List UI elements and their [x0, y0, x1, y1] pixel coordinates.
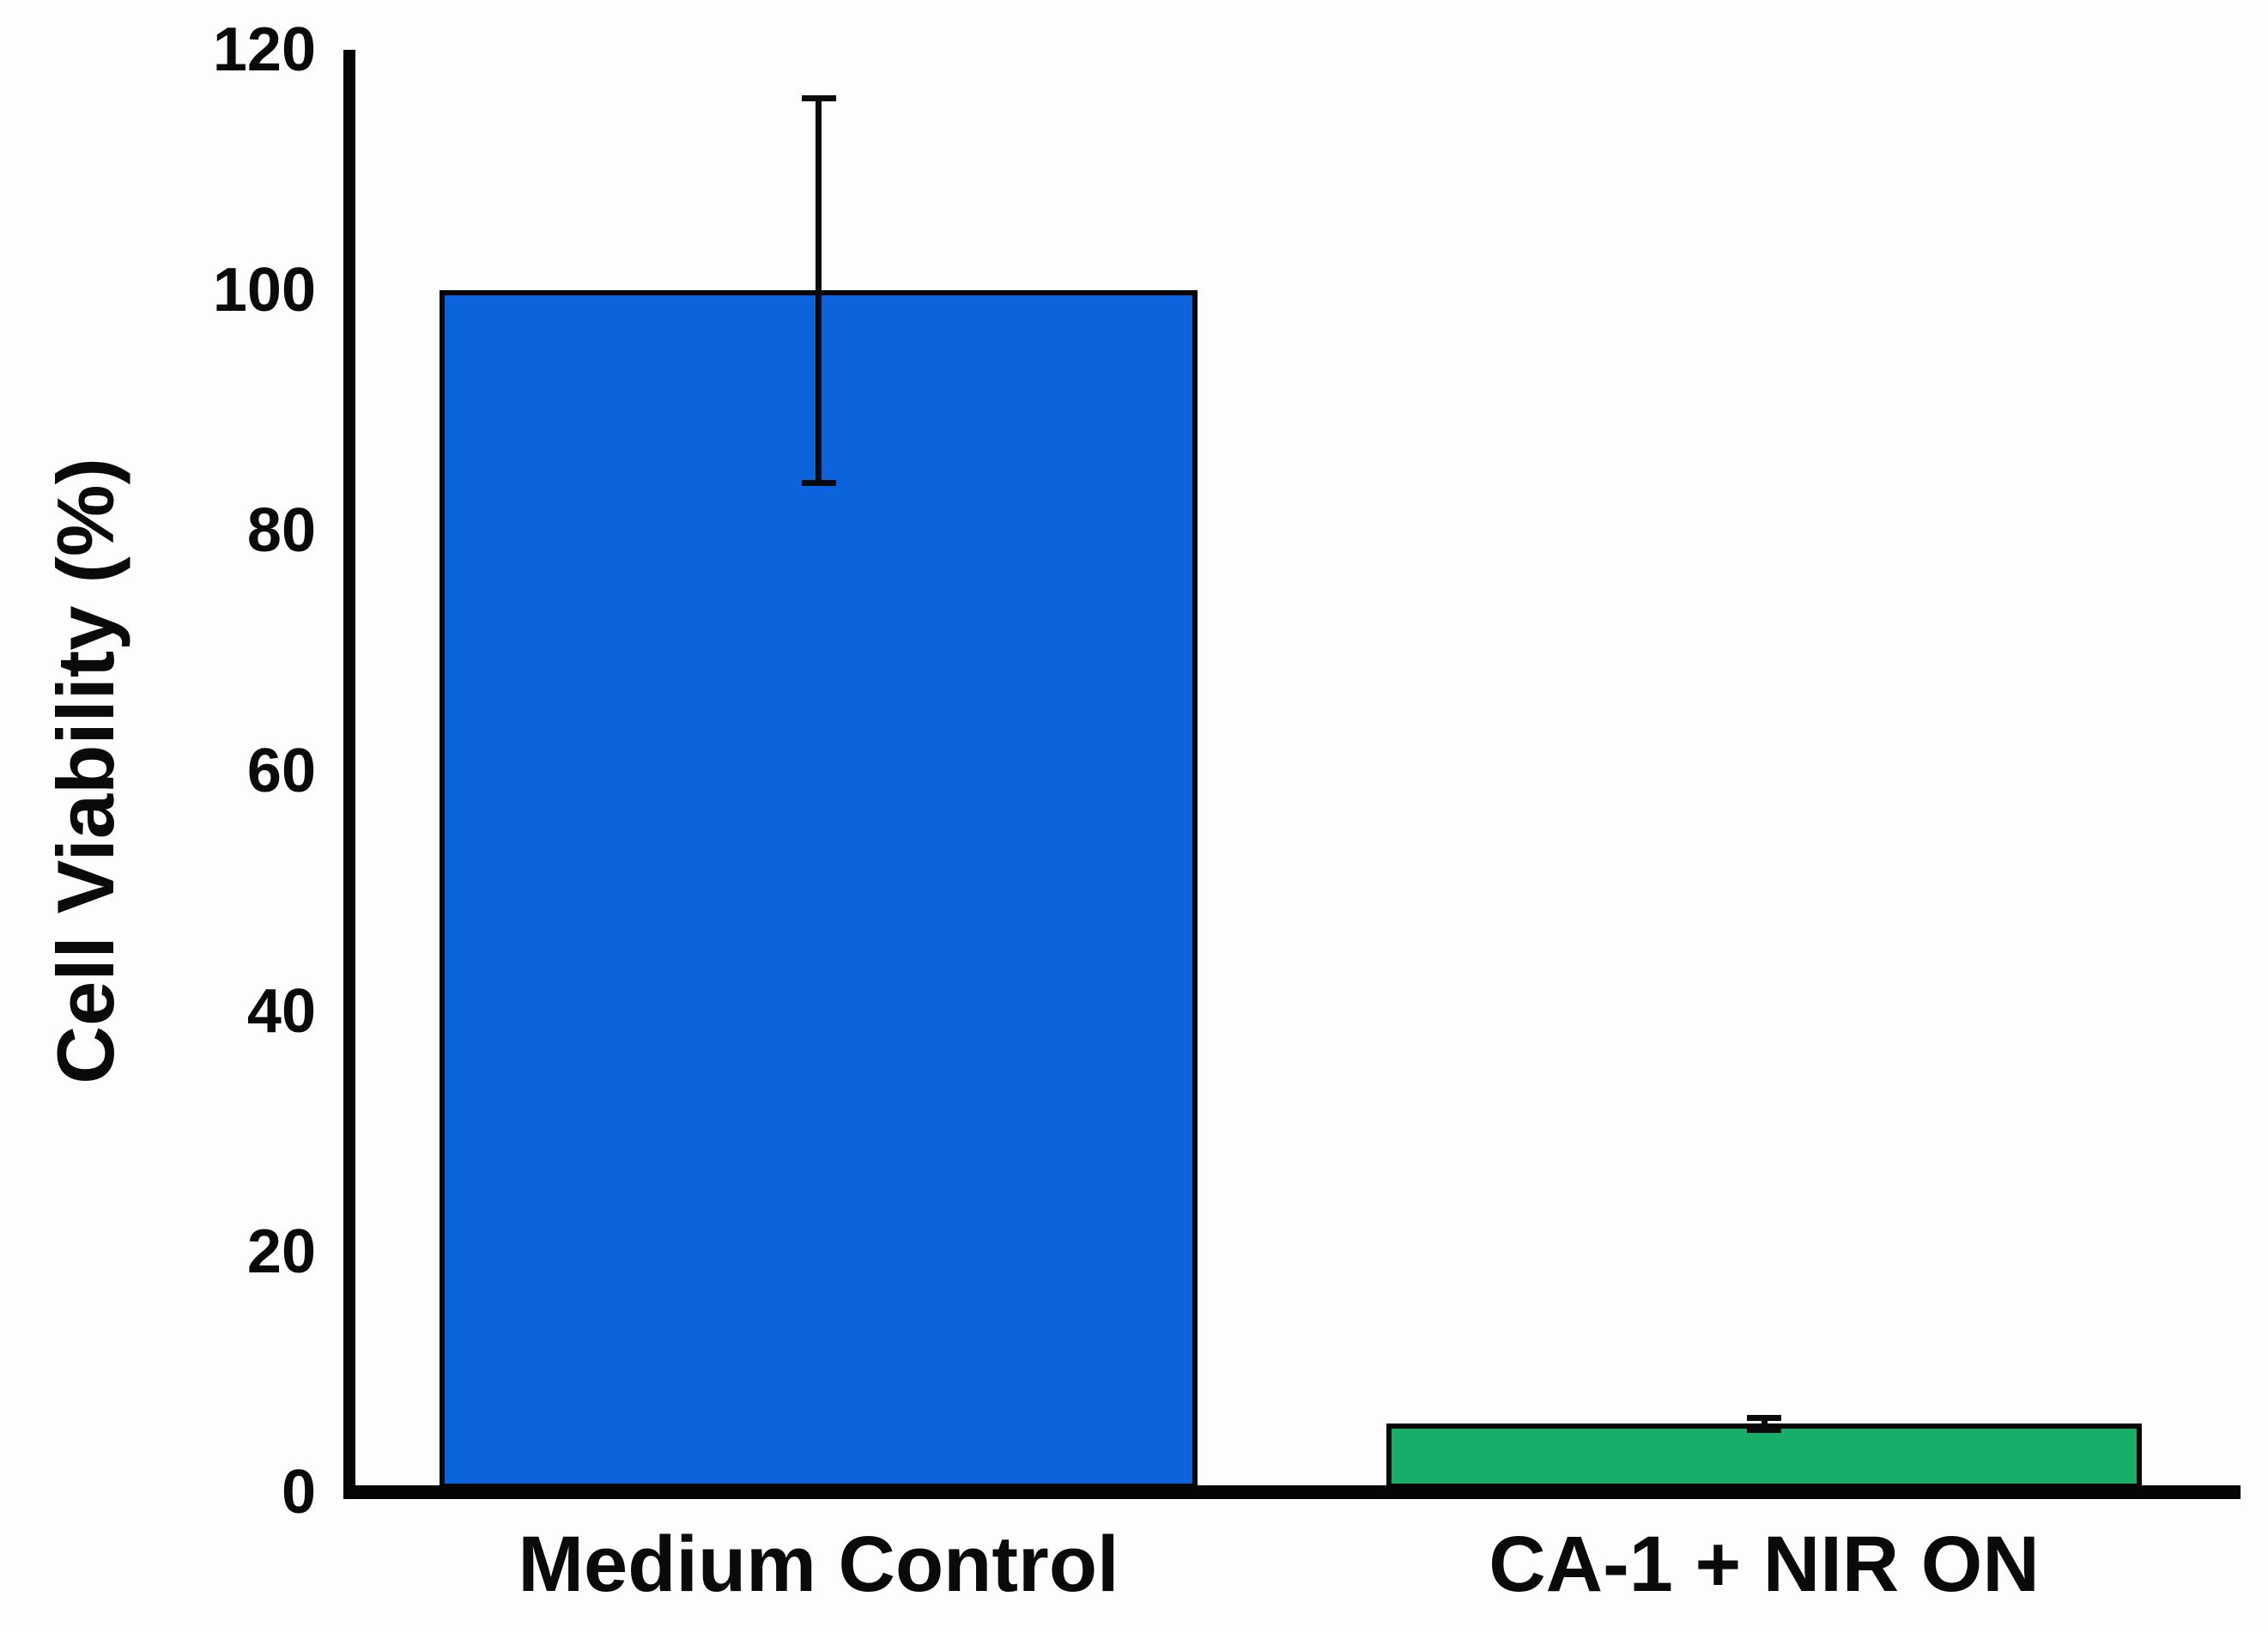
error-bar-cap [801, 94, 836, 101]
error-bar-cap [801, 479, 836, 486]
y-tick-label: 60 [246, 737, 316, 805]
y-tick-label: 80 [246, 496, 316, 565]
y-tick-label: 100 [212, 256, 316, 325]
y-tick-label: 0 [281, 1458, 316, 1527]
error-bar-cap [1747, 1414, 1781, 1421]
bar [1386, 1424, 2142, 1489]
bar [440, 290, 1198, 1489]
y-tick-label: 40 [246, 977, 316, 1046]
y-tick-label: 20 [246, 1217, 316, 1286]
x-axis-line [343, 1485, 2241, 1499]
y-axis-spine [343, 50, 355, 1499]
y-tick-label: 120 [212, 15, 316, 84]
error-bar-whisker [816, 98, 822, 483]
error-bar-cap [1747, 1426, 1781, 1433]
error-bar-whisker [1761, 1417, 1768, 1430]
x-category-label: CA-1 + NIR ON [1489, 1521, 2040, 1608]
x-category-label: Medium Control [518, 1521, 1119, 1608]
